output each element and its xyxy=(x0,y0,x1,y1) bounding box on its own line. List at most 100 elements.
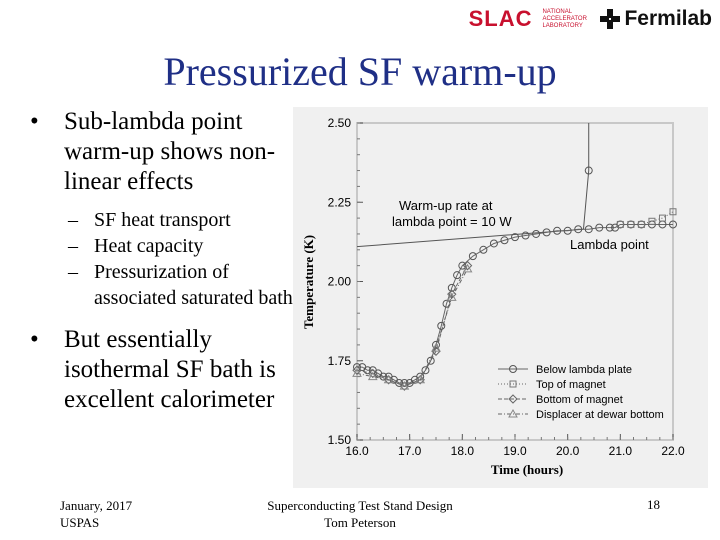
data-point xyxy=(426,356,435,365)
data-point xyxy=(379,372,388,381)
data-point xyxy=(431,346,441,356)
data-point xyxy=(383,375,394,385)
bullet-text: Sub-lambda point warm-up shows non-linea… xyxy=(64,108,276,195)
data-point xyxy=(542,228,551,237)
data-point xyxy=(453,271,462,280)
legend-marker xyxy=(508,394,518,404)
data-point xyxy=(584,225,593,234)
legend-marker xyxy=(509,380,517,388)
sub-bullet-item: – Heat capacity xyxy=(30,233,300,259)
legend-label: Below lambda plate xyxy=(536,364,632,376)
x-axis-label: Time (hours) xyxy=(491,462,563,477)
sub-bullet-text: SF heat transport xyxy=(94,209,231,231)
sub-bullet-text: Pressurization of associated saturated b… xyxy=(94,261,293,309)
footer-date: January, 2017 xyxy=(60,498,133,513)
data-point xyxy=(553,226,562,235)
x-tick-label: 20.0 xyxy=(556,444,580,458)
fermilab-logo: Fermilab xyxy=(600,7,712,31)
data-point xyxy=(669,220,677,229)
data-marks xyxy=(352,208,677,391)
data-point xyxy=(489,239,498,248)
sub-bullet-marker: – xyxy=(68,235,78,257)
y-tick-label: 2.00 xyxy=(328,275,352,289)
spike-marker xyxy=(584,166,593,175)
x-tick-label: 17.0 xyxy=(398,444,422,458)
footer-author: Tom Peterson xyxy=(324,515,396,530)
footer-center: Superconducting Test Stand Design Tom Pe… xyxy=(230,497,490,531)
data-point xyxy=(368,368,378,379)
data-point xyxy=(595,223,604,232)
data-point xyxy=(446,292,457,301)
warmup-annotation-line1: Warm-up rate at xyxy=(399,198,493,213)
y-axis-label: Temperature (K) xyxy=(301,235,316,329)
fermilab-logo-text: Fermilab xyxy=(624,7,712,30)
data-point xyxy=(658,214,666,222)
warmup-annotation-line2: lambda point = 10 W xyxy=(392,214,512,229)
data-point xyxy=(437,321,446,330)
footer-org: USPAS xyxy=(60,515,100,530)
legend-marker xyxy=(509,365,517,373)
header-logos: SLAC NATIONAL ACCELERATOR LABORATORY Fer… xyxy=(469,4,712,34)
data-point xyxy=(574,225,583,234)
data-point xyxy=(352,365,362,375)
legend-label: Bottom of magnet xyxy=(536,394,623,406)
data-point xyxy=(669,208,677,216)
data-point xyxy=(637,220,645,228)
data-point xyxy=(627,220,635,228)
sub-bullet-marker: – xyxy=(68,261,78,283)
data-point xyxy=(431,343,441,352)
y-tick-label: 1.50 xyxy=(328,433,352,447)
series-line-0 xyxy=(357,223,673,384)
data-point xyxy=(648,217,656,225)
data-point xyxy=(468,252,477,261)
sub-bullet-item: – SF heat transport xyxy=(30,207,300,233)
tick-labels: 16.0 17.0 18.0 19.0 20.0 21.0 22.0 1.50 1.75 2.00… xyxy=(328,116,685,458)
data-point xyxy=(399,381,410,390)
plot-frame xyxy=(356,122,674,441)
slide-title: Pressurized SF warm-up xyxy=(163,49,557,94)
series-line-1 xyxy=(620,211,674,225)
lambda-point-annotation: Lambda point xyxy=(570,237,649,252)
warmup-spike-line xyxy=(582,123,590,230)
y-tick-label: 2.25 xyxy=(328,195,352,209)
sub-bullet-marker: – xyxy=(68,209,78,231)
data-point xyxy=(367,371,378,381)
legend-label: Displacer at dewar bottom xyxy=(536,409,664,421)
data-point xyxy=(563,226,572,235)
data-point xyxy=(421,366,430,375)
data-point xyxy=(521,231,530,240)
data-point xyxy=(415,374,426,384)
data-point xyxy=(479,245,488,254)
fermilab-icon xyxy=(600,9,621,29)
footer-course: Superconducting Test Stand Design xyxy=(267,498,453,513)
bullet-item: • Sub-lambda point warm-up shows non-lin… xyxy=(30,107,300,197)
chart-legend: Below lambda plate Top of magnet Bottom of… xyxy=(498,364,664,421)
legend-label: Top of magnet xyxy=(536,379,606,391)
bullet-item: • But essentially isothermal SF bath is … xyxy=(30,325,300,415)
data-point xyxy=(532,229,541,238)
legend-marker xyxy=(508,408,518,418)
x-tick-label: 21.0 xyxy=(609,444,633,458)
x-tick-label: 22.0 xyxy=(661,444,685,458)
slac-logo: SLAC xyxy=(468,6,533,31)
bullet-marker: • xyxy=(30,326,39,353)
data-point xyxy=(363,366,372,375)
data-point xyxy=(447,283,456,292)
data-point xyxy=(458,261,467,270)
data-point xyxy=(415,375,425,385)
sub-bullet-item: – Pressurization of associated saturated… xyxy=(30,259,300,311)
grid xyxy=(356,122,674,441)
page-number: 18 xyxy=(647,497,660,512)
temperature-chart: 16.0 17.0 18.0 19.0 20.0 21.0 22.0 1.50 1.75 2.00… xyxy=(293,107,708,488)
data-point xyxy=(511,233,519,242)
data-point xyxy=(605,223,614,232)
data-point xyxy=(462,263,473,273)
data-point xyxy=(442,299,451,308)
x-tick-label: 18.0 xyxy=(451,444,475,458)
y-tick-label: 2.50 xyxy=(328,116,352,130)
slac-logo-subtitle: NATIONAL ACCELERATOR LABORATORY xyxy=(542,8,587,29)
bullet-list: • Sub-lambda point warm-up shows non-lin… xyxy=(30,107,300,425)
sub-bullet-text: Heat capacity xyxy=(94,235,204,257)
x-tick-label: 19.0 xyxy=(503,444,527,458)
footer-left: January, 2017 USPAS xyxy=(60,497,132,531)
